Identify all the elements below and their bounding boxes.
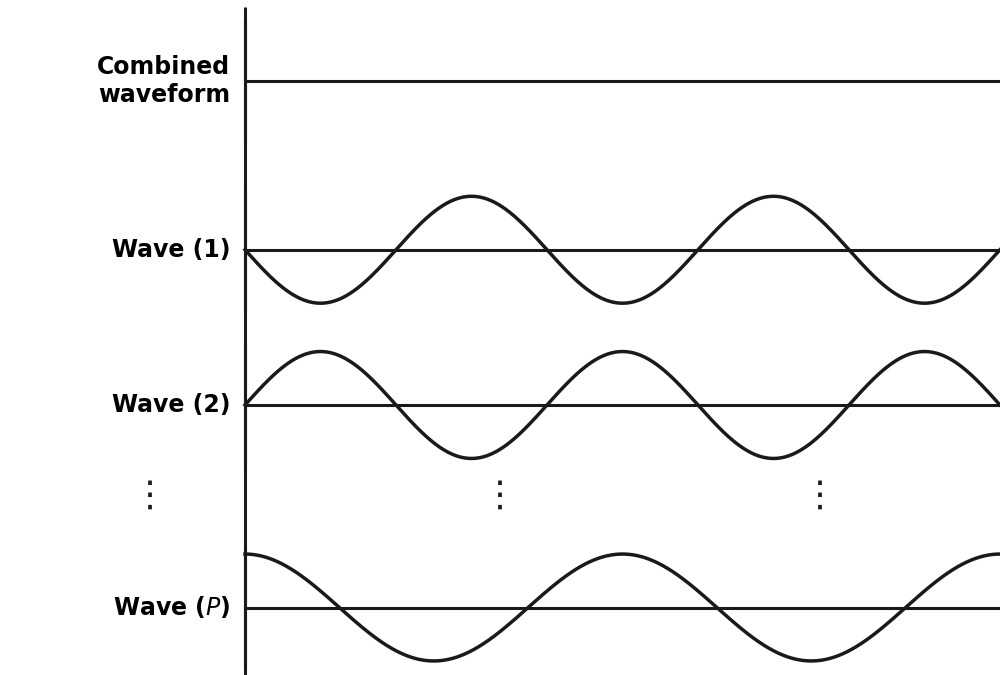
- Text: Combined
waveform: Combined waveform: [97, 55, 230, 107]
- Text: Wave (2): Wave (2): [112, 393, 230, 417]
- Text: Wave ($\mathit{P}$): Wave ($\mathit{P}$): [113, 595, 230, 620]
- Text: Wave (1): Wave (1): [112, 238, 230, 262]
- Text: ⋮: ⋮: [132, 479, 168, 513]
- Text: ⋮: ⋮: [482, 479, 518, 513]
- Text: ⋮: ⋮: [802, 479, 838, 513]
